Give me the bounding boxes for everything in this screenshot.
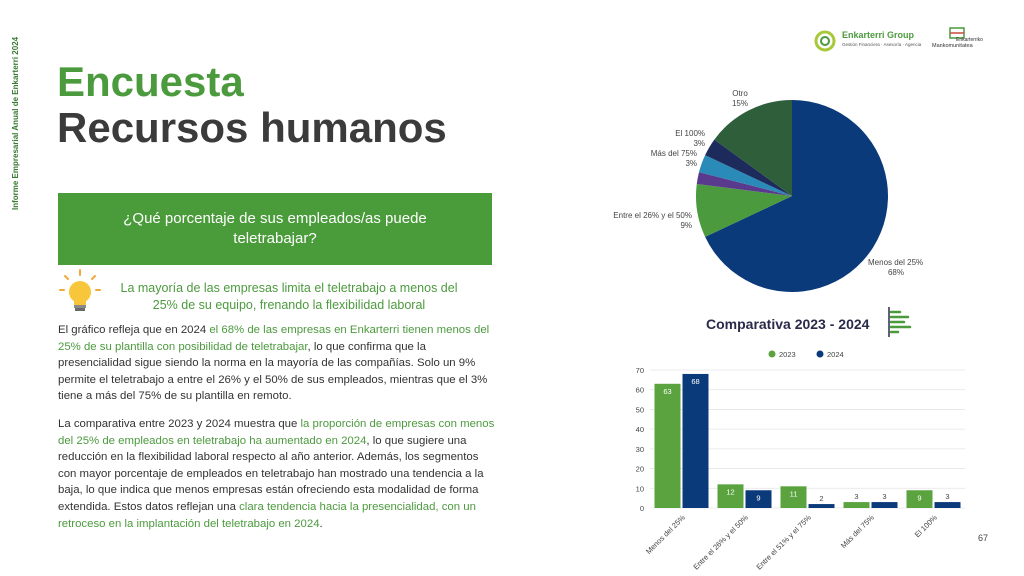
pie-slice-label: Otro [732,90,748,98]
pie-slice-label: El 100% [675,129,705,138]
bar [934,502,961,508]
x-tick-label: Menos del 25% [644,513,687,556]
bar-value-label: 3 [854,492,858,501]
bar-value-label: 3 [945,492,949,501]
page-number: 67 [978,533,989,543]
pie-slice [699,155,792,196]
bar-value-label: 3 [882,492,886,501]
logo-emblem-icon [949,27,965,39]
logo-b-name: Enkarterriko [956,37,983,43]
legend-swatch [768,350,776,358]
pie-slice [696,183,792,237]
logo-b-sub: Mankomunitatea [932,43,973,49]
p2-span-green: clara tendencia hacia la presencialidad,… [58,500,476,530]
bar-value-label: 12 [726,487,734,496]
p1-span: , lo que confirma que la presencialidad … [58,340,488,403]
y-tick-label: 70 [636,366,644,375]
pie-slice [714,100,792,196]
p2-span: La comparativa entre 2023 y 2024 muestra… [58,418,301,430]
logo-a-sub: Gestión Financiera · Asesoría · Agencia [842,42,922,47]
y-tick-label: 20 [636,465,644,474]
paragraph-1: El gráfico refleja que en 2024 el 68% de… [58,322,498,405]
bar [808,504,835,508]
pie-slice [705,139,792,196]
bar [745,490,772,508]
logo-a-name: Enkarterri Group [842,30,915,40]
pie-slice-value: 3% [685,159,697,168]
bar [717,484,744,508]
x-tick-label: Entre el 51% y el 75% [754,513,813,570]
side-report-label: Informe Empresarial Anual de Enkarterri … [11,36,20,210]
pie-slice-value: 3% [693,139,705,148]
bar-value-label: 11 [790,489,798,498]
paragraph-2: La comparativa entre 2023 y 2024 muestra… [58,416,498,532]
bar-chart-icon [888,307,912,337]
pie-slice-value: 15% [732,99,748,108]
y-tick-label: 60 [636,386,644,395]
question-text: ¿Qué porcentaje de sus empleados/as pued… [123,209,427,247]
bar [906,490,933,508]
y-tick-label: 50 [636,405,644,414]
bar [780,486,807,508]
bar [843,502,870,508]
highlight-text: La mayoría de las empresas limita el tel… [120,281,458,312]
pie-chart: Menos del 25%68% Entre el 26% y el 50%9% M… [613,90,923,292]
x-tick-label: Más del 75% [839,513,876,550]
pie-slice-label: Menos del 25% [868,258,923,267]
legend-label: 2023 [779,350,796,359]
x-tick-label: El 100% [913,513,939,539]
mankomunitatea-logo: Enkarterriko Mankomunitatea [930,26,996,52]
bar-value-label: 2 [819,494,823,503]
p1-span: El gráfico refleja que en 2024 [58,324,210,336]
legend-swatch [816,350,824,358]
pie-slice-value: 9% [680,221,692,230]
pie-slice-label: Más del 75% [651,149,697,158]
pie-slice-label: Entre el 26% y el 50% [613,211,692,220]
legend-label: 2024 [827,350,844,359]
comparison-title: Comparativa 2023 - 2024 [706,316,870,332]
pie-slice [696,172,792,196]
logo-swirl-icon [814,30,836,52]
bar [654,383,681,508]
pie-slice-value: 68% [888,268,904,277]
p1-span-green: el 68% de las empresas en Enkarterri tie… [58,324,490,353]
bar-value-label: 63 [663,387,671,396]
bar-value-label: 9 [756,493,760,502]
x-tick-label: Entre el 26% y el 50% [691,513,750,570]
lightbulb-icon [59,269,101,311]
bar-value-label: 68 [691,377,699,386]
question-box: ¿Qué porcentaje de sus empleados/as pued… [58,193,492,265]
y-tick-label: 0 [640,504,644,513]
title-line-1: Encuesta [57,58,244,105]
p2-span: , lo que sugiere una reducción en la fle… [58,434,484,513]
y-tick-label: 10 [636,484,644,493]
title-line-2: Recursos humanos [57,104,447,151]
bar-value-label: 9 [917,493,921,502]
p2-span-green: la proporción de empresas con menos del … [58,418,495,447]
bar [871,502,898,508]
pie-slice [705,100,888,292]
y-tick-label: 30 [636,445,644,454]
enkarterri-group-logo: Enkarterri Group Gestión Financiera · As… [812,26,921,56]
bar [682,373,709,508]
y-tick-label: 40 [636,425,644,434]
p2-span: . [319,517,323,530]
